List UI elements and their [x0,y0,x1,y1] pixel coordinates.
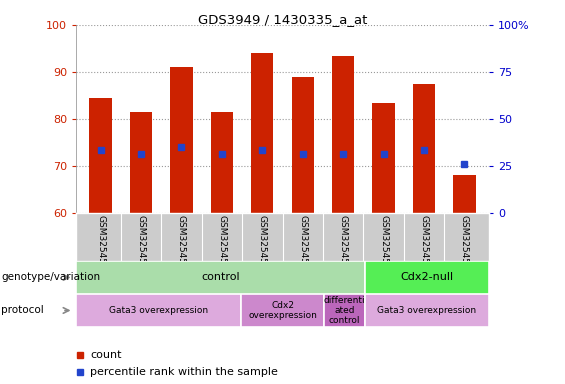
Text: GSM325458: GSM325458 [460,215,469,269]
Bar [413,84,435,213]
Text: GSM325456: GSM325456 [379,215,388,269]
Bar [251,53,273,213]
Text: Gata3 overexpression: Gata3 overexpression [109,306,208,315]
Text: genotype/variation: genotype/variation [1,272,100,283]
Text: control: control [201,272,240,283]
Bar [453,175,476,213]
Text: GSM325451: GSM325451 [137,215,145,269]
Text: GSM325455: GSM325455 [298,215,307,269]
Bar [332,56,354,213]
Text: GDS3949 / 1430335_a_at: GDS3949 / 1430335_a_at [198,13,367,26]
Text: GSM325454: GSM325454 [258,215,267,269]
Text: count: count [90,350,122,360]
Bar [76,261,365,294]
Text: GSM325450: GSM325450 [96,215,105,269]
Text: GSM325452: GSM325452 [177,215,186,269]
Bar [211,112,233,213]
Bar [292,77,314,213]
Text: differenti
ated
control: differenti ated control [324,296,365,325]
Text: Gata3 overexpression: Gata3 overexpression [377,306,476,315]
Bar [241,294,324,327]
Text: GSM325453: GSM325453 [218,215,227,269]
Text: GSM325457: GSM325457 [420,215,428,269]
Bar [365,294,489,327]
Bar [130,112,152,213]
Bar [365,261,489,294]
Text: percentile rank within the sample: percentile rank within the sample [90,367,279,377]
Bar [170,67,193,213]
Bar [372,103,395,213]
Text: GSM325459: GSM325459 [338,215,347,269]
Text: protocol: protocol [1,305,44,316]
Bar [76,294,241,327]
Text: Cdx2-null: Cdx2-null [400,272,454,283]
Bar [324,294,365,327]
Bar [89,98,112,213]
Text: Cdx2
overexpression: Cdx2 overexpression [248,301,317,320]
